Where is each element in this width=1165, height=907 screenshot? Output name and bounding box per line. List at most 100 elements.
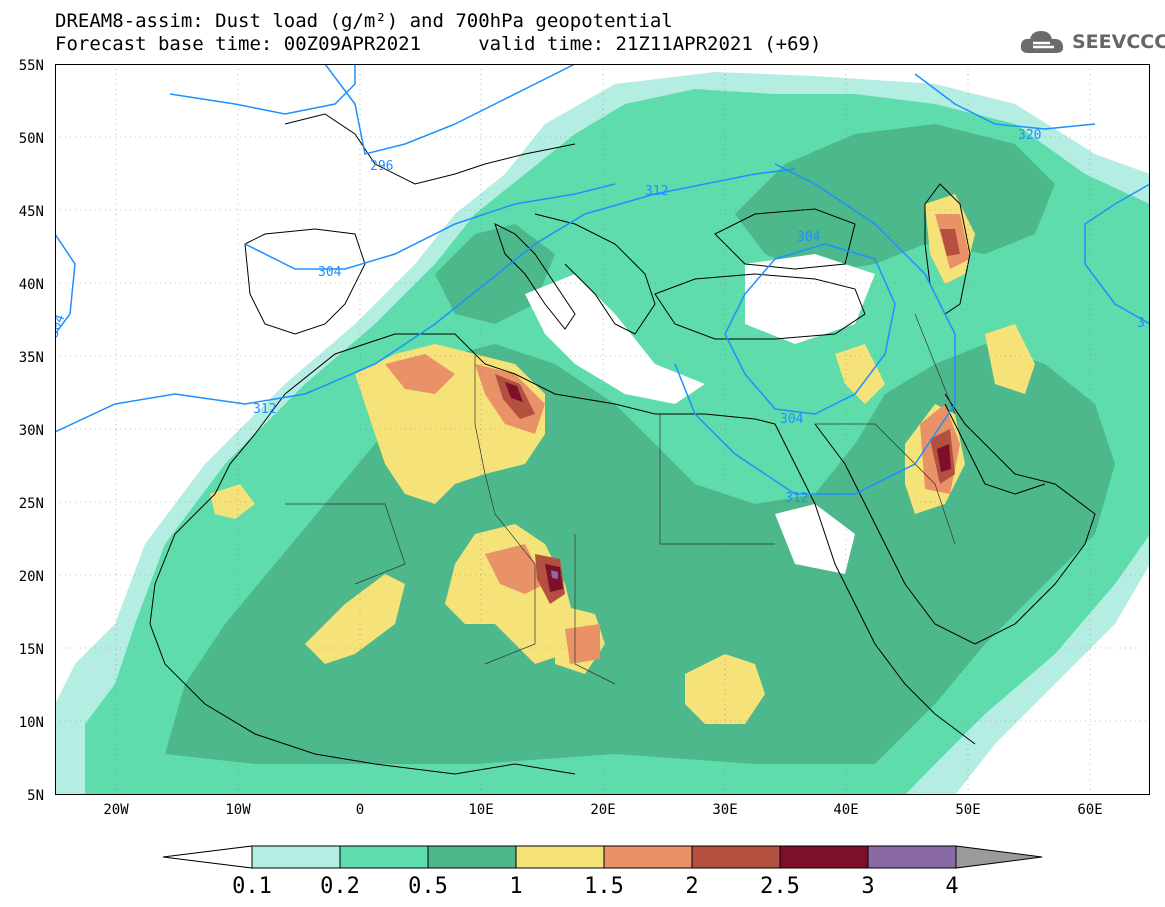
contour-label: 304: [318, 265, 342, 280]
orange-chad: [565, 624, 600, 664]
lon-tick-label: 30E: [712, 802, 737, 818]
lon-tick-label: 60E: [1077, 802, 1102, 818]
contour-296-b: [324, 64, 576, 155]
lon-tick-label: 10E: [468, 802, 493, 818]
colorbar-tick-label: 0.2: [320, 874, 360, 899]
clear-anatolia: [745, 254, 875, 344]
yellow-westsahara: [210, 484, 255, 519]
dark-gulf: [937, 444, 951, 472]
coast-iberia: [244, 228, 366, 335]
dark-libya: [505, 382, 523, 402]
colorbar-tick-label: 4: [945, 874, 958, 899]
map-title: DREAM8-assim: Dust load (g/m²) and 700hP…: [55, 10, 673, 32]
colorbar-bin: [339, 845, 429, 869]
border-saudi: [815, 423, 956, 545]
lat-tick-label: 50N: [19, 131, 44, 147]
colorbar-left-arrow: [162, 845, 253, 869]
contour-label: 3: [1137, 316, 1145, 331]
coast-arabia: [814, 393, 1096, 645]
contour-304-east: [1084, 183, 1150, 325]
colorbar-bin: [251, 845, 341, 869]
map-frame: [55, 64, 1150, 795]
colorbar-right-arrow: [955, 845, 1043, 869]
coast-caspian: [924, 183, 971, 315]
colorbar-bin: [691, 845, 781, 869]
logo-text: SEEVCCC: [1072, 31, 1165, 53]
coastlines: [149, 113, 1096, 775]
lat-tick-label: 20N: [19, 569, 44, 585]
colorbar-tick-label: 0.1: [232, 874, 272, 899]
lat-tick-label: 30N: [19, 423, 44, 439]
colorbar-bin: [867, 845, 957, 869]
coast-balkans: [534, 213, 656, 335]
contour-320: [914, 73, 1096, 130]
orange-niger: [485, 544, 545, 594]
contour-label: 320: [1018, 128, 1041, 143]
lat-tick-label: 5N: [27, 788, 44, 804]
contour-labels: 296 304 312 304 312 304 312 320 304 3: [55, 128, 1145, 506]
colorbar-tick-label: 3: [861, 874, 874, 899]
yellow-sahel-west: [305, 574, 405, 664]
lat-tick-label: 15N: [19, 642, 44, 658]
lat-tick-label: 55N: [19, 58, 44, 74]
contour-304: [244, 183, 616, 270]
contour-label: 312: [253, 402, 276, 417]
borders: [285, 313, 956, 685]
lat-labels: 55N 50N 45N 40N 35N 30N 25N 20N 15N 10N …: [19, 58, 44, 804]
lat-tick-label: 10N: [19, 715, 44, 731]
border-algeria-libya: [474, 354, 496, 515]
colorbar-bin: [779, 845, 869, 869]
lat-tick-label: 25N: [19, 496, 44, 512]
gridlines: [55, 64, 1150, 795]
clear-red-sea: [775, 504, 855, 574]
coast-gulf: [944, 403, 1046, 495]
yellow-iran: [985, 324, 1035, 394]
lon-labels: 20W 10W 0 10E 20E 30E 40E 50E 60E: [103, 802, 1102, 818]
contour-296: [169, 64, 356, 115]
lon-tick-label: 0: [356, 802, 364, 818]
border-niger-chad: [484, 513, 536, 665]
forecast-times: Forecast base time: 00Z09APR2021 valid t…: [55, 33, 822, 55]
contour-label: 304: [780, 412, 804, 427]
lat-tick-label: 35N: [19, 350, 44, 366]
coast-europe-north: [284, 113, 576, 185]
colorbar-tick-label: 2: [685, 874, 698, 899]
yellow-iraq: [835, 344, 885, 404]
border-mali: [285, 503, 406, 585]
lon-tick-label: 10W: [225, 802, 251, 818]
coast-black-sea: [714, 208, 856, 270]
lon-tick-label: 20W: [103, 802, 129, 818]
colorbar-bin: [515, 845, 605, 869]
coast-turkey: [654, 273, 866, 340]
lat-tick-label: 45N: [19, 204, 44, 220]
colorbar-bin: [603, 845, 693, 869]
contour-312: [55, 168, 796, 433]
colorbar-tick-label: 2.5: [760, 874, 800, 899]
dust-map: 296 304 312 304 312 304 312 320 304 3: [55, 64, 1150, 795]
border-iran-iraq: [914, 313, 956, 415]
dust-level-0-5-med: [435, 224, 555, 324]
purple-chad: [551, 570, 558, 579]
coast-africa-north: [284, 333, 776, 425]
contour-312-ring: [674, 163, 956, 495]
coast-africa-west: [149, 393, 576, 775]
dust-level-0-5-north: [735, 124, 1055, 274]
colorbar: 0.1 0.2 0.5 1 1.5 2 2.5 3 4: [162, 845, 1043, 899]
colorbar-tick-label: 0.5: [408, 874, 448, 899]
cloud-icon: [1020, 31, 1064, 53]
lon-tick-label: 40E: [833, 802, 858, 818]
coast-red-sea: [774, 423, 976, 745]
contour-label: 304: [797, 230, 821, 245]
red-caspian: [940, 229, 960, 256]
contour-label: 312: [645, 184, 668, 199]
lon-tick-label: 50E: [955, 802, 980, 818]
contour-304-ring: [724, 243, 896, 415]
border-chad-sudan: [574, 534, 616, 685]
colorbar-tick-label: 1: [509, 874, 522, 899]
dust-level-3: [551, 570, 558, 579]
seevccc-logo: SEEVCCC: [1018, 25, 1165, 59]
colorbar-tick-label: 1.5: [584, 874, 624, 899]
geopotential-contours: [55, 64, 1150, 495]
contour-304-west: [55, 233, 76, 335]
coast-italy: [494, 223, 576, 330]
